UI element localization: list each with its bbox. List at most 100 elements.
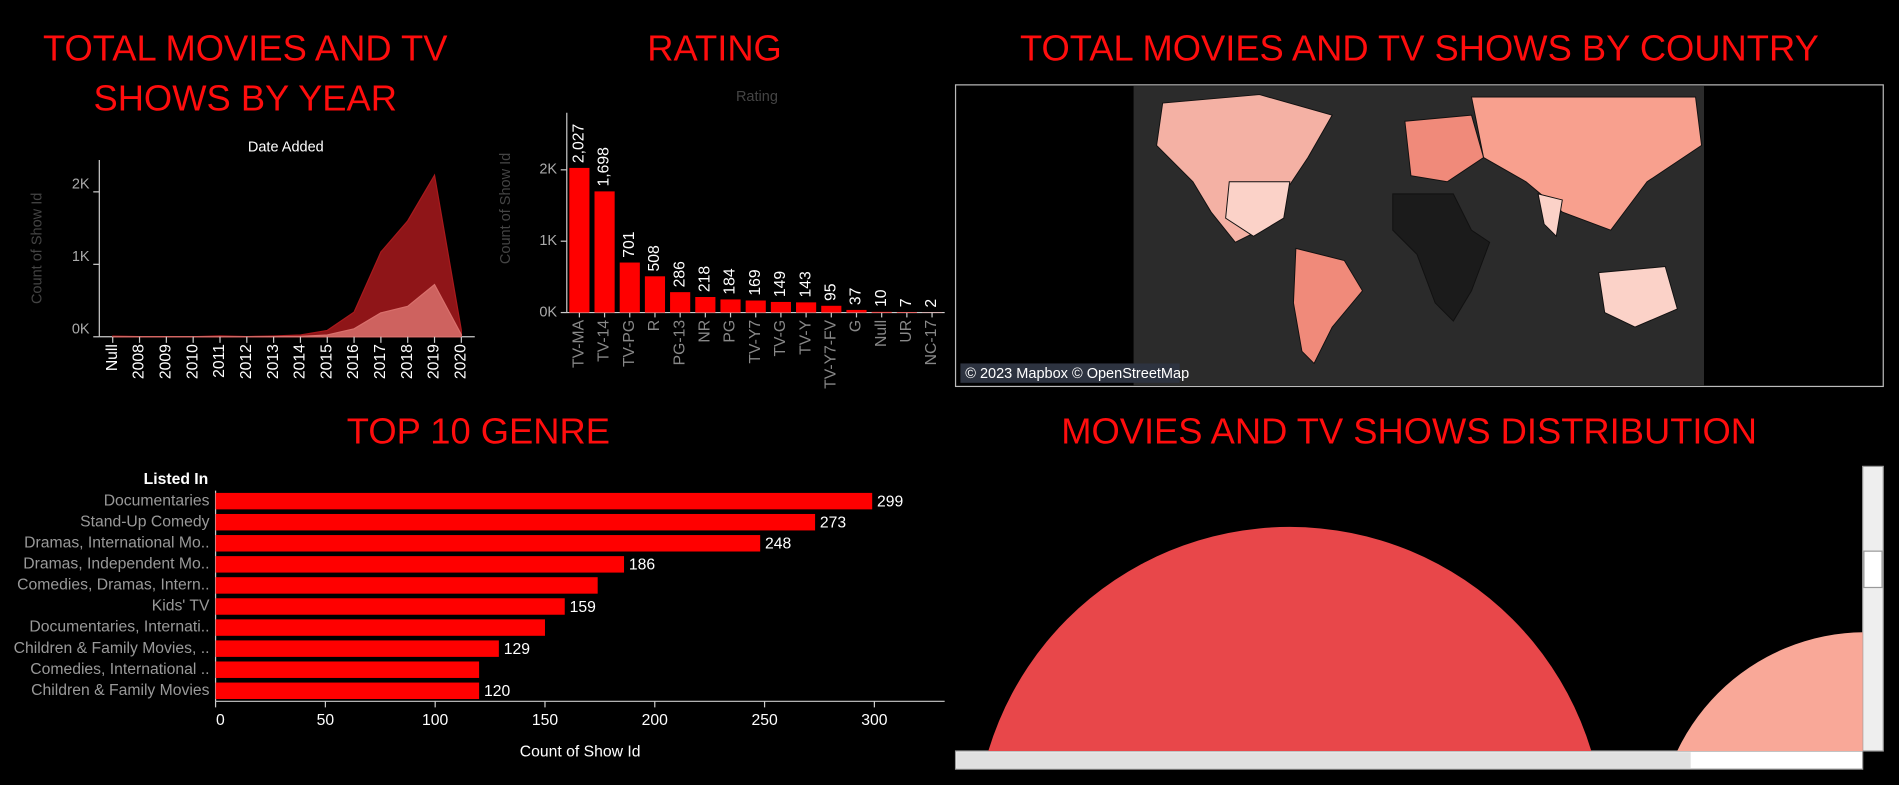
subtitle: Date Added (248, 140, 324, 156)
bar (215, 492, 873, 510)
x-tick-label: 250 (751, 712, 778, 729)
y-axis-header: Listed In (144, 471, 209, 488)
category-label: Comedies, International .. (30, 661, 209, 678)
x-tick-label: NC-17 (923, 320, 940, 365)
x-tick-label: Null (104, 344, 121, 371)
bar (215, 619, 545, 636)
land-australia (1598, 266, 1678, 328)
x-tick-label: 2012 (238, 344, 255, 379)
category-label: Children & Family Movies, .. (14, 640, 210, 657)
y-tick-label: 0K (72, 321, 90, 337)
bar (594, 191, 615, 313)
y-tick-label: 2K (72, 176, 90, 192)
attribution-box (960, 363, 1180, 383)
chart-title: TOTAL MOVIES AND TV SHOWS BY YEAR (42, 29, 448, 119)
value-label: 7 (898, 298, 915, 307)
value-label: 218 (696, 266, 713, 293)
value-label: 286 (671, 261, 688, 288)
map-land (1156, 94, 1703, 365)
x-tick-label: 2020 (452, 344, 469, 379)
category-label: Dramas, Independent Mo.. (23, 556, 209, 573)
x-tick-label: 2016 (345, 344, 362, 379)
category-label: Documentaries (104, 492, 210, 509)
bar (871, 311, 892, 313)
value-label: 701 (621, 231, 638, 257)
y-tick-label: 0K (539, 304, 557, 320)
bar (215, 513, 816, 531)
bubble (1677, 632, 1863, 751)
bar (770, 301, 791, 313)
x-axis-label: Count of Show Id (520, 743, 641, 760)
y-tick-label: 1K (539, 233, 557, 249)
chart-title: TOTAL MOVIES AND TV SHOWS BY COUNTRY (1019, 29, 1819, 70)
x-tick-label: 2011 (211, 344, 228, 378)
x-tick-label: 2018 (399, 344, 416, 379)
land-africa (1392, 193, 1491, 322)
bar (644, 276, 666, 313)
area (112, 283, 462, 338)
value-label: 10 (873, 289, 890, 307)
land-europe (1404, 114, 1485, 183)
value-label: 1,698 (596, 147, 613, 187)
y-axis-label: Count of Show Id (29, 193, 45, 304)
category-label: Children & Family Movies (31, 682, 210, 699)
value-label: 120 (484, 683, 511, 700)
x-tick-label: 2008 (131, 344, 148, 379)
chart-title-box: TOTAL MOVIES AND TV SHOWS BY COUNTRY (1019, 29, 1819, 70)
value-label: 2 (923, 299, 940, 308)
x-tick-label: PG (722, 320, 739, 343)
x-tick-label: G (848, 320, 865, 332)
x-tick-label: TV-Y7-FV (822, 319, 839, 389)
land-south-america (1292, 247, 1364, 365)
bar (821, 305, 842, 313)
bar (745, 300, 766, 313)
scroll-thumb[interactable] (956, 752, 1691, 768)
category-label: Dramas, International Mo.. (24, 534, 209, 551)
x-tick-label: TV-Y (797, 319, 814, 354)
x-tick-label: TV-14 (596, 320, 613, 362)
map-attribution: © 2023 Mapbox © OpenStreetMap (965, 366, 1189, 382)
x-tick-label: 100 (422, 712, 449, 729)
x-tick-label: PG-13 (671, 320, 688, 366)
bar (215, 577, 598, 594)
y-tick-label: 1K (72, 249, 90, 265)
y-axis-label: Count of Show Id (498, 153, 514, 264)
map-panel: © 2023 Mapbox © OpenStreetMap (954, 84, 1884, 388)
value-label: 2,027 (571, 124, 588, 163)
x-tick-label: 300 (861, 712, 888, 729)
bar (215, 640, 499, 657)
bar (215, 598, 565, 615)
scrollbar-vertical[interactable] (1862, 465, 1884, 752)
bubble (988, 527, 1592, 751)
value-label: 184 (722, 268, 739, 295)
x-tick-label: TV-Y7 (747, 320, 764, 364)
x-tick-label: 2015 (318, 344, 335, 379)
chart-title-box: RATING (647, 29, 782, 70)
subtitle: Rating (736, 89, 778, 105)
x-tick-label: TV-MA (571, 319, 588, 368)
x-tick-label: NR (696, 320, 713, 343)
land-usa (1225, 181, 1291, 237)
value-label: 169 (747, 269, 764, 295)
category-label: Comedies, Dramas, Intern.. (17, 577, 209, 594)
chart-title: RATING (647, 29, 782, 70)
x-tick-label: 50 (317, 712, 335, 729)
x-tick-label: 200 (642, 712, 669, 729)
x-tick-label: 2009 (158, 344, 175, 379)
y-tick-label: 2K (539, 162, 557, 178)
value-label: 186 (629, 557, 656, 574)
value-label: 143 (797, 271, 814, 298)
scroll-thumb[interactable] (1863, 550, 1883, 589)
bar (695, 297, 716, 313)
chart-title-box: MOVIES AND TV SHOWS DISTRIBUTION (1061, 412, 1757, 452)
x-tick-label: 2017 (372, 344, 389, 379)
x-tick-label: 2013 (265, 344, 282, 379)
bubble-area (988, 527, 1863, 751)
land-asia (1470, 96, 1703, 231)
value-label: 129 (504, 641, 530, 658)
x-tick-label: 2019 (426, 344, 443, 379)
value-label: 159 (570, 599, 596, 616)
bar (215, 556, 625, 573)
